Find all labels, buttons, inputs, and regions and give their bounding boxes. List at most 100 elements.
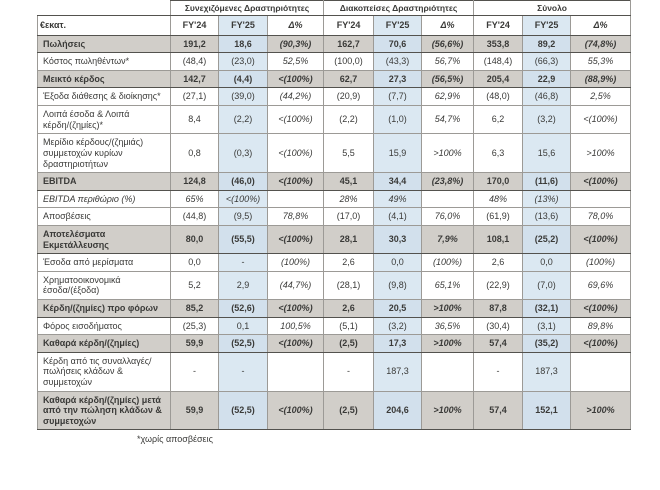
cell-fy25: 0,1 bbox=[218, 316, 268, 336]
cell-fy25: 204,6 bbox=[373, 390, 423, 431]
cell-fy25: (52,6) bbox=[218, 298, 268, 318]
cell-fy24: 57,4 bbox=[473, 390, 524, 431]
cell-delta: >100% bbox=[570, 390, 632, 431]
cell-fy25: (39,0) bbox=[218, 87, 268, 107]
row-label: EBITDA περιθώριο (%) bbox=[37, 189, 171, 209]
cell-fy24: 87,8 bbox=[473, 298, 524, 318]
cell-delta: 56,7% bbox=[421, 52, 475, 71]
cell-delta: >100% bbox=[421, 133, 475, 174]
cell-fy24: (30,4) bbox=[473, 316, 524, 336]
table-row: Καθαρά κέρδη/(ζημίες) μετά από την πώλησ… bbox=[37, 390, 632, 431]
cell-fy24: (44,8) bbox=[170, 207, 219, 226]
cell-fy24: 80,0 bbox=[170, 224, 219, 255]
cell-fy24: 5,5 bbox=[323, 133, 375, 174]
cell-fy25: 70,6 bbox=[373, 34, 423, 54]
row-label: Πωλήσεις bbox=[37, 34, 171, 54]
cell-delta: (100%) bbox=[266, 253, 325, 272]
cell-delta: >100% bbox=[421, 298, 475, 318]
cell-fy24: 170,0 bbox=[473, 172, 524, 191]
financial-results-page: Συνεχιζόμενες Δραστηριότητες Διακοπείσες… bbox=[37, 0, 632, 444]
cell-delta: 54,7% bbox=[421, 105, 475, 135]
cell-delta: <(100%) bbox=[266, 133, 325, 174]
cell-fy25: (3,1) bbox=[522, 316, 572, 336]
cell-fy24: 0,0 bbox=[170, 253, 219, 272]
cell-fy24: 0,8 bbox=[170, 133, 219, 174]
cell-delta: (88,9%) bbox=[570, 69, 632, 89]
group-header-row: Συνεχιζόμενες Δραστηριότητες Διακοπείσες… bbox=[37, 0, 632, 17]
corner-blank-cell bbox=[37, 0, 171, 16]
row-label: Λοιπά έσοδα & Λοιπά κέρδη/(ζημίες)* bbox=[37, 105, 171, 135]
cell-fy25: 49% bbox=[373, 189, 423, 209]
row-label: Κέρδη από τις συναλλαγές/πωλήσεις κλάδων… bbox=[37, 351, 171, 392]
cell-fy24: 191,2 bbox=[170, 34, 219, 54]
cell-fy25: (3,2) bbox=[373, 316, 423, 336]
column-header-row: €εκατ. FY'24 FY'25 Δ% FY'24 FY'25 Δ% FY'24 FY'2… bbox=[37, 15, 632, 36]
cell-delta bbox=[266, 189, 325, 209]
cell-fy25: (66,3) bbox=[522, 52, 572, 71]
cell-fy25: 15,9 bbox=[373, 133, 423, 174]
row-label: Καθαρά κέρδη/(ζημίες) bbox=[37, 334, 171, 353]
cell-delta: <(100%) bbox=[570, 172, 632, 191]
cell-fy25: (13,6) bbox=[522, 207, 572, 226]
cell-fy25: (35,2) bbox=[522, 334, 572, 353]
table-row: Κόστος πωληθέντων* (48,4) (23,0) 52,5% (100,… bbox=[37, 52, 632, 71]
cell-fy25: (43,3) bbox=[373, 52, 423, 71]
cell-delta: 76,0% bbox=[421, 207, 475, 226]
row-label: Χρηματοοικονομικά έσοδα/(έξοδα) bbox=[37, 270, 171, 300]
cell-delta bbox=[266, 351, 325, 392]
row-label: Κόστος πωληθέντων* bbox=[37, 52, 171, 71]
cell-delta bbox=[421, 351, 475, 392]
cell-fy24: (27,1) bbox=[170, 87, 219, 107]
row-label: Αποσβέσεις bbox=[37, 207, 171, 226]
table-row: Κέρδη από τις συναλλαγές/πωλήσεις κλάδων… bbox=[37, 351, 632, 392]
cell-fy24: 62,7 bbox=[323, 69, 375, 89]
row-label: Έσοδα από μερίσματα bbox=[37, 253, 171, 272]
table-row: Λοιπά έσοδα & Λοιπά κέρδη/(ζημίες)* 8,4 (2… bbox=[37, 105, 632, 135]
cell-fy25: (23,0) bbox=[218, 52, 268, 71]
cell-fy24: 57,4 bbox=[473, 334, 524, 353]
table-row: Φόρος εισοδήματος (25,3) 0,1 100,5% (5,1) (3,… bbox=[37, 316, 632, 336]
cell-delta bbox=[570, 189, 632, 209]
cell-fy24: (25,3) bbox=[170, 316, 219, 336]
cell-fy25: (25,2) bbox=[522, 224, 572, 255]
table-row: Πωλήσεις 191,2 18,6 (90,3%) 162,7 70,6 (56,6%)… bbox=[37, 34, 632, 54]
cell-delta: 69,6% bbox=[570, 270, 632, 300]
cell-delta: 52,5% bbox=[266, 52, 325, 71]
cell-fy24: 85,2 bbox=[170, 298, 219, 318]
cell-fy25: 187,3 bbox=[522, 351, 572, 392]
cell-delta: <(100%) bbox=[266, 105, 325, 135]
cell-delta: <(100%) bbox=[266, 334, 325, 353]
cell-delta: >100% bbox=[421, 334, 475, 353]
table-row: Καθαρά κέρδη/(ζημίες) 59,9 (52,5) <(100%) (2… bbox=[37, 334, 632, 353]
column-header-fy25: FY'25 bbox=[522, 15, 572, 36]
cell-fy24: (5,1) bbox=[323, 316, 375, 336]
cell-fy24: 5,2 bbox=[170, 270, 219, 300]
table-row: Χρηματοοικονομικά έσοδα/(έξοδα) 5,2 2,9 (44… bbox=[37, 270, 632, 300]
cell-fy25: (46,0) bbox=[218, 172, 268, 191]
cell-delta: (56,5%) bbox=[421, 69, 475, 89]
cell-fy25: (55,5) bbox=[218, 224, 268, 255]
cell-fy24: 8,4 bbox=[170, 105, 219, 135]
cell-delta: (23,8%) bbox=[421, 172, 475, 191]
cell-fy24: (2,5) bbox=[323, 390, 375, 431]
cell-fy25: 187,3 bbox=[373, 351, 423, 392]
cell-fy25: 15,6 bbox=[522, 133, 572, 174]
cell-fy24: 48% bbox=[473, 189, 524, 209]
cell-fy25: (1,0) bbox=[373, 105, 423, 135]
cell-fy25: 2,9 bbox=[218, 270, 268, 300]
cell-delta: (74,8%) bbox=[570, 34, 632, 54]
cell-delta bbox=[570, 351, 632, 392]
cell-delta: 78,0% bbox=[570, 207, 632, 226]
cell-delta: <(100%) bbox=[266, 172, 325, 191]
cell-fy24: (2,5) bbox=[323, 334, 375, 353]
cell-fy24: (28,1) bbox=[323, 270, 375, 300]
cell-fy24: - bbox=[170, 351, 219, 392]
cell-fy25: (52,5) bbox=[218, 390, 268, 431]
cell-fy24: 162,7 bbox=[323, 34, 375, 54]
cell-fy24: (148,4) bbox=[473, 52, 524, 71]
cell-delta: <(100%) bbox=[266, 298, 325, 318]
cell-delta: <(100%) bbox=[266, 224, 325, 255]
column-header-delta: Δ% bbox=[570, 15, 632, 36]
cell-delta: <(100%) bbox=[570, 105, 632, 135]
row-label: EBITDA bbox=[37, 172, 171, 191]
